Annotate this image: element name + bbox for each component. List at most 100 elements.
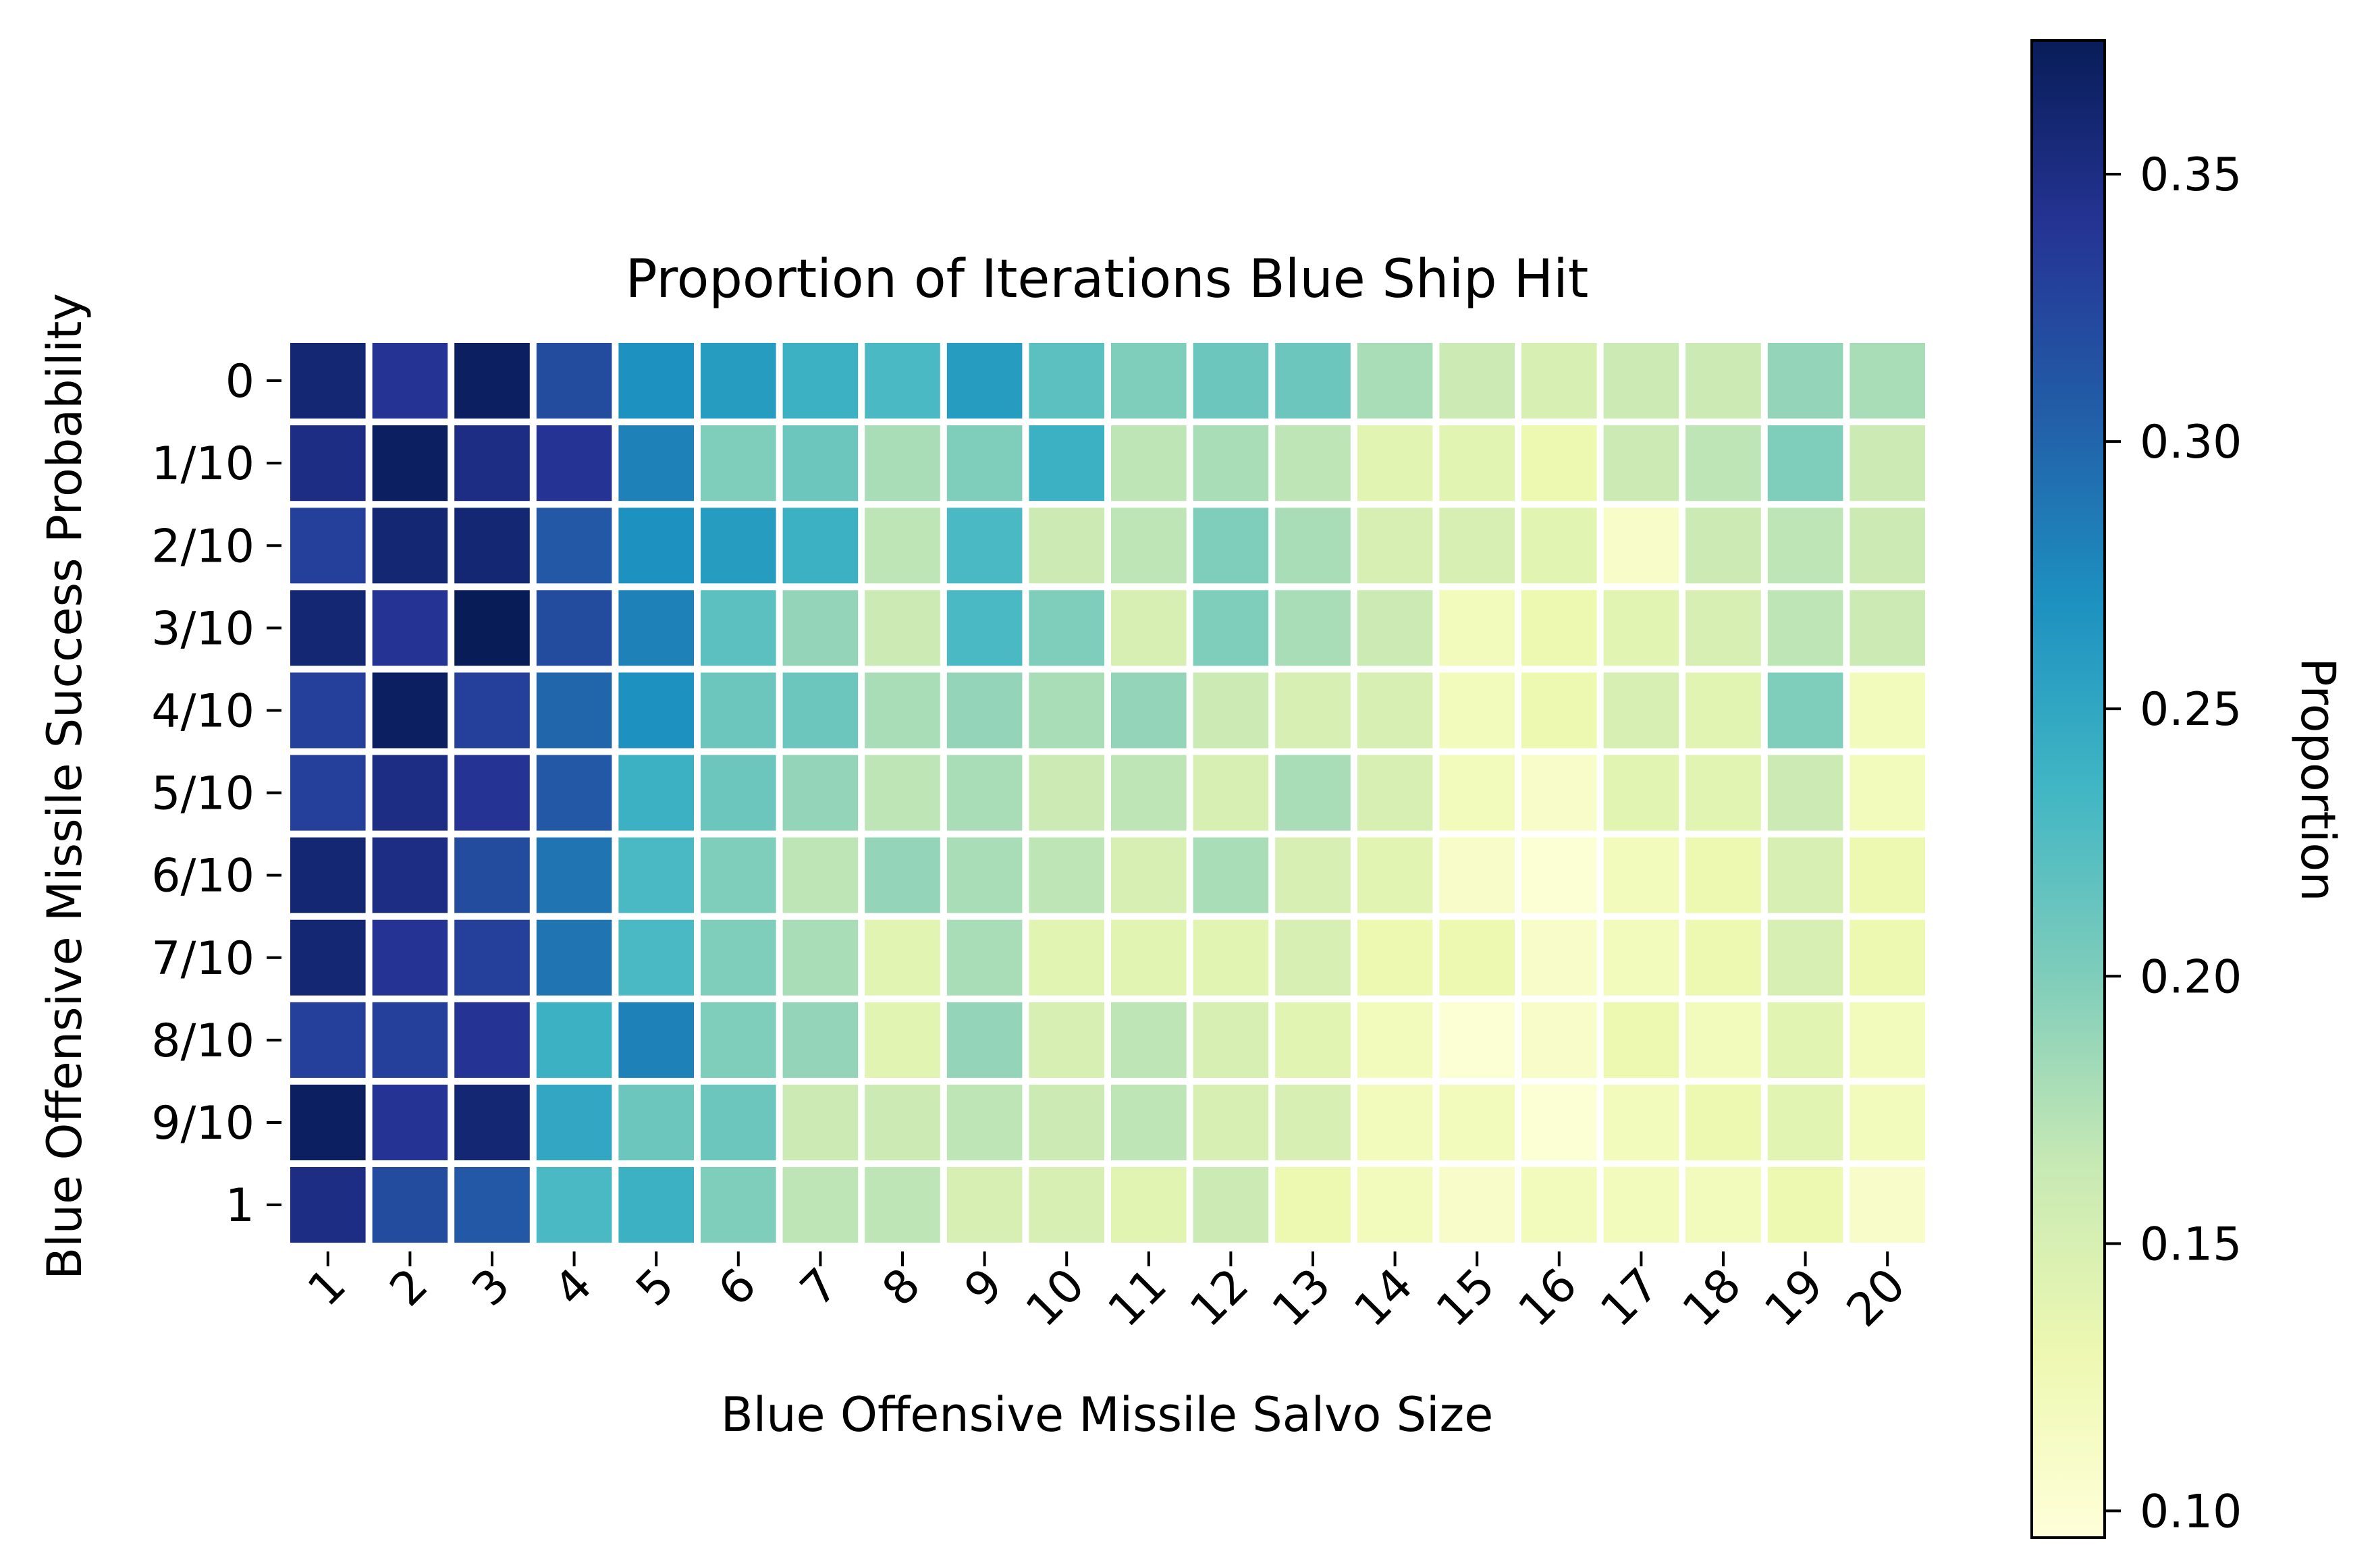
heatmap-cell bbox=[1111, 1084, 1187, 1160]
heatmap-cell bbox=[290, 672, 366, 749]
heatmap-cell bbox=[701, 1002, 776, 1078]
chart-title: Proportion of Iterations Blue Ship Hit bbox=[626, 249, 1589, 310]
heatmap-cell bbox=[1767, 1167, 1843, 1243]
heatmap-cell bbox=[1603, 590, 1679, 666]
heatmap-cell bbox=[1439, 1084, 1515, 1160]
heatmap-cell bbox=[1029, 425, 1104, 502]
heatmap-cell bbox=[1275, 1167, 1351, 1243]
heatmap-cell bbox=[1850, 1167, 1925, 1243]
heatmap-cell bbox=[1439, 919, 1515, 996]
heatmap-cell bbox=[1603, 755, 1679, 831]
heatmap-cell bbox=[536, 837, 612, 913]
heatmap-cell bbox=[290, 837, 366, 913]
heatmap-cell bbox=[536, 755, 612, 831]
heatmap-cell bbox=[1767, 919, 1843, 996]
x-tick-label: 16 bbox=[1509, 1258, 1588, 1337]
heatmap-cell bbox=[1767, 1002, 1843, 1078]
x-tick-label: 20 bbox=[1837, 1258, 1916, 1337]
heatmap-cell bbox=[701, 919, 776, 996]
heatmap-cell bbox=[372, 343, 448, 419]
x-tick-label: 3 bbox=[462, 1258, 520, 1316]
x-tick-label: 14 bbox=[1345, 1258, 1424, 1337]
heatmap-cell bbox=[618, 590, 694, 666]
heatmap-cell bbox=[618, 755, 694, 831]
heatmap-cell bbox=[1521, 1084, 1597, 1160]
heatmap-cell bbox=[1029, 837, 1104, 913]
heatmap-cell bbox=[1193, 343, 1269, 419]
heatmap-cell bbox=[1685, 1084, 1761, 1160]
y-tick-label: 4/10 bbox=[151, 684, 254, 738]
x-tick-label: 9 bbox=[954, 1258, 1013, 1316]
heatmap-cell bbox=[1029, 1002, 1104, 1078]
x-tick-label: 17 bbox=[1590, 1258, 1669, 1337]
heatmap-cell bbox=[290, 1002, 366, 1078]
heatmap-cell bbox=[701, 1167, 776, 1243]
heatmap-cell bbox=[1439, 425, 1515, 502]
heatmap-cell bbox=[290, 425, 366, 502]
colorbar-tick-label: 0.35 bbox=[2140, 148, 2242, 202]
heatmap-cell bbox=[536, 1167, 612, 1243]
x-tick-label: 12 bbox=[1180, 1258, 1259, 1337]
heatmap-cell bbox=[946, 590, 1023, 666]
heatmap-cell bbox=[1603, 1167, 1679, 1243]
colorbar-tick-label: 0.15 bbox=[2140, 1218, 2242, 1271]
heatmap-cell bbox=[454, 1084, 530, 1160]
heatmap-cell bbox=[536, 590, 612, 666]
heatmap-cell bbox=[1521, 755, 1597, 831]
heatmap-cell bbox=[1111, 1167, 1187, 1243]
heatmap-cell bbox=[782, 590, 859, 666]
heatmap-cell bbox=[618, 1084, 694, 1160]
colorbar bbox=[2030, 39, 2106, 1539]
heatmap-cell bbox=[701, 755, 776, 831]
x-tick-label: 7 bbox=[790, 1258, 848, 1316]
heatmap-cell bbox=[1111, 508, 1187, 584]
heatmap-cell bbox=[454, 425, 530, 502]
heatmap-cell bbox=[1767, 672, 1843, 749]
x-tick-label: 4 bbox=[544, 1258, 602, 1316]
y-tick-label: 2/10 bbox=[151, 520, 254, 573]
heatmap-cell bbox=[1357, 672, 1433, 749]
heatmap-cell bbox=[946, 755, 1023, 831]
x-tick-label: 19 bbox=[1755, 1258, 1834, 1337]
heatmap-cell bbox=[1603, 508, 1679, 584]
heatmap-cell bbox=[1275, 837, 1351, 913]
heatmap-cell bbox=[1357, 425, 1433, 502]
heatmap-cell bbox=[1111, 590, 1187, 666]
heatmap-cell bbox=[1275, 919, 1351, 996]
heatmap-cell bbox=[865, 425, 940, 502]
heatmap-cell bbox=[618, 425, 694, 502]
heatmap-cell bbox=[1521, 1167, 1597, 1243]
heatmap-cell bbox=[701, 672, 776, 749]
y-axis-label: Blue Offensive Missile Success Probabili… bbox=[37, 293, 92, 1280]
colorbar-label: Proportion bbox=[2290, 657, 2346, 901]
heatmap-cell bbox=[1357, 343, 1433, 419]
heatmap-cell bbox=[1850, 837, 1925, 913]
heatmap-cell bbox=[946, 1167, 1023, 1243]
heatmap-cells bbox=[290, 343, 1925, 1243]
heatmap-cell bbox=[1521, 508, 1597, 584]
heatmap-cell bbox=[536, 1002, 612, 1078]
heatmap-cell bbox=[1685, 1002, 1761, 1078]
heatmap-cell bbox=[1850, 343, 1925, 419]
heatmap-cell bbox=[1850, 1084, 1925, 1160]
heatmap-cell bbox=[1193, 919, 1269, 996]
heatmap-cell bbox=[1275, 1084, 1351, 1160]
heatmap-cell bbox=[701, 425, 776, 502]
heatmap-cell bbox=[1111, 755, 1187, 831]
heatmap-cell bbox=[1850, 590, 1925, 666]
heatmap-cell bbox=[536, 343, 612, 419]
heatmap-cell bbox=[290, 343, 366, 419]
heatmap-cell bbox=[946, 508, 1023, 584]
heatmap-cell bbox=[1193, 672, 1269, 749]
heatmap-cell bbox=[618, 672, 694, 749]
heatmap-cell bbox=[1767, 755, 1843, 831]
heatmap-cell bbox=[1193, 837, 1269, 913]
heatmap-cell bbox=[1357, 919, 1433, 996]
heatmap-cell bbox=[536, 919, 612, 996]
heatmap-cell bbox=[1850, 425, 1925, 502]
heatmap-cell bbox=[782, 1167, 859, 1243]
heatmap-cell bbox=[454, 755, 530, 831]
heatmap-cell bbox=[1850, 919, 1925, 996]
heatmap-cell bbox=[1685, 343, 1761, 419]
y-tick-label: 1/10 bbox=[151, 437, 254, 491]
